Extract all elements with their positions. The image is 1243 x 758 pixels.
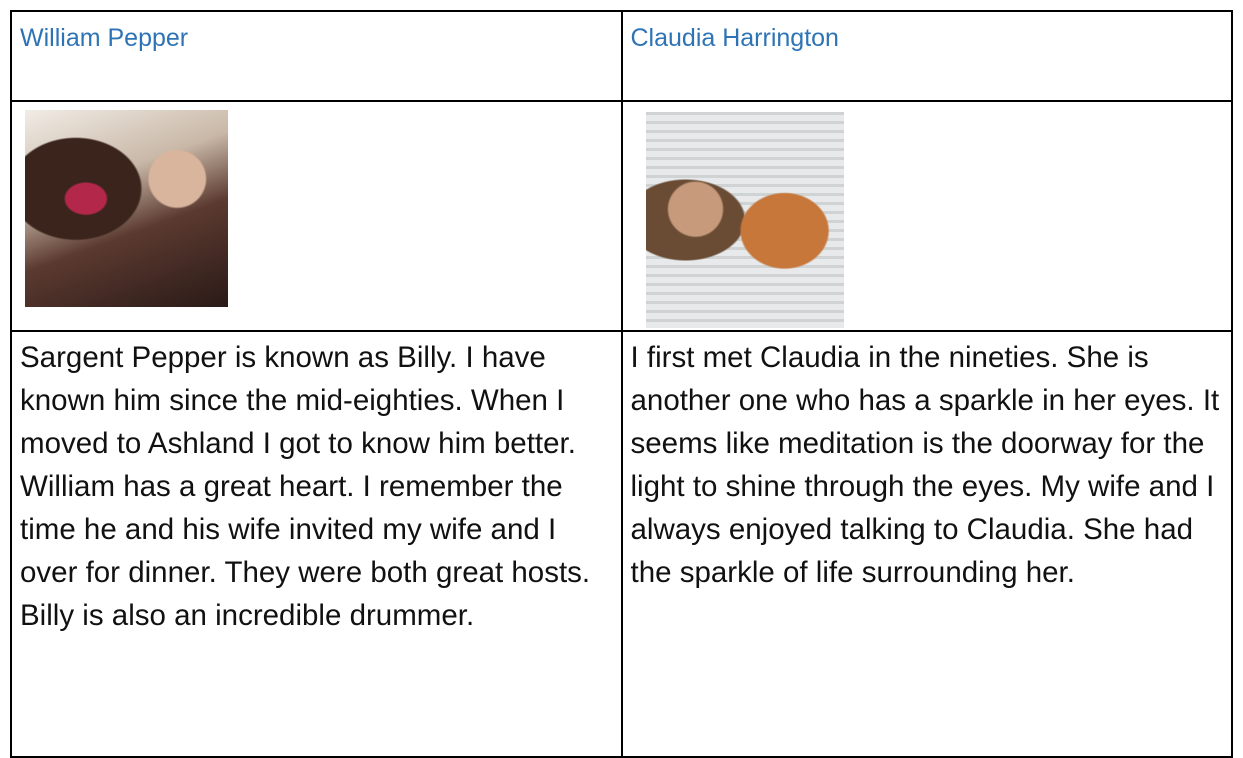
photo-row xyxy=(10,100,1233,332)
photo-cell xyxy=(620,100,1233,332)
name-cell: William Pepper xyxy=(10,10,623,102)
name-row: William Pepper Claudia Harrington xyxy=(10,10,1233,102)
description-row: Sargent Pepper is known as Billy. I have… xyxy=(10,330,1233,758)
profile-table: William Pepper Claudia Harrington Sargen… xyxy=(10,10,1233,758)
page: Profiles html, body { margin: 0; padding… xyxy=(10,10,1233,758)
description-cell: I first met Claudia in the nineties. She… xyxy=(620,330,1233,758)
photo xyxy=(25,110,228,307)
name-cell: Claudia Harrington xyxy=(620,10,1233,102)
description-cell: Sargent Pepper is known as Billy. I have… xyxy=(10,330,623,758)
document: {"table": {"rows": [ ["William Pepper", … xyxy=(10,10,1233,758)
photo xyxy=(645,112,844,328)
photo-cell xyxy=(10,100,623,332)
